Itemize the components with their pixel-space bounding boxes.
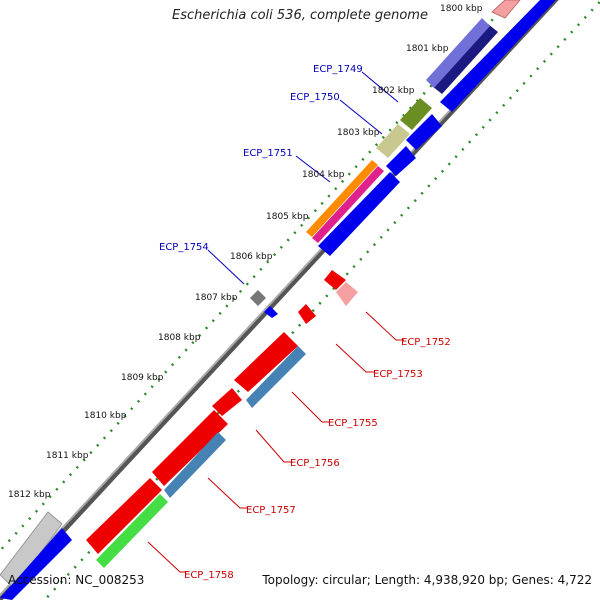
gene-label-ECP_1754: ECP_1754: [159, 242, 209, 253]
tick-label: 1811 kbp: [46, 451, 89, 461]
gene-feature-navy: [432, 24, 498, 94]
gene-label-ECP_1752: ECP_1752: [401, 337, 451, 348]
tick-label: 1809 kbp: [121, 373, 164, 383]
gene-reverse-1758-green: [96, 494, 168, 568]
gene-forward-4: [318, 172, 400, 256]
gene-feature-grey-small: [250, 290, 266, 306]
gene-reverse-1756-red: [212, 388, 242, 416]
gene-forward-5: [264, 306, 278, 318]
tick-label: 1812 kbp: [8, 490, 51, 500]
gene-feature-pink-top: [491, 0, 521, 19]
tick-label: 1800 kbp: [440, 4, 483, 14]
map-title: Escherichia coli 536, complete genome: [172, 8, 428, 23]
gene-feature-orange: [306, 160, 378, 237]
gene-forward-2: [406, 114, 442, 150]
gene-feature-olive: [400, 98, 432, 130]
gene-forward-3: [386, 146, 416, 176]
gene-forward-6: [0, 528, 72, 600]
gene-reverse-1752a: [324, 270, 346, 290]
gene-forward-1: [440, 0, 556, 112]
tick-label: 1810 kbp: [84, 411, 127, 421]
tick-label: 1804 kbp: [302, 170, 345, 180]
gene-feature-grey-large: [0, 511, 63, 589]
callout-ECP_1750: [339, 99, 383, 135]
callout-ECP_1751: [295, 155, 331, 183]
gene-reverse-1756-steel: [246, 346, 306, 408]
gene-reverse-1753: [298, 304, 316, 324]
tick-label: 1808 kbp: [158, 333, 201, 343]
tick-label: 1807 kbp: [195, 293, 238, 303]
callout-ECP_1749: [361, 71, 399, 103]
callout-ECP_1757: [207, 477, 248, 509]
gene-reverse-1755: [234, 332, 298, 392]
tick-label: 1801 kbp: [406, 44, 449, 54]
tick-label: 1806 kbp: [230, 252, 273, 262]
tick-label: 1803 kbp: [337, 128, 380, 138]
gene-feature-khaki: [376, 124, 410, 158]
gene-label-ECP_1753: ECP_1753: [373, 369, 423, 380]
callout-ECP_1752: [365, 311, 404, 341]
gene-reverse-1757: [152, 410, 228, 486]
gene-label-ECP_1756: ECP_1756: [290, 458, 340, 469]
gene-label-ECP_1749: ECP_1749: [313, 64, 363, 75]
callout-ECP_1755: [291, 391, 330, 423]
gene-label-ECP_1758: ECP_1758: [184, 570, 234, 581]
callout-ECP_1756: [255, 429, 292, 463]
tick-label: 1805 kbp: [266, 212, 309, 222]
gene-label-ECP_1750: ECP_1750: [290, 92, 340, 103]
callout-ECP_1753: [335, 343, 374, 373]
gene-label-ECP_1757: ECP_1757: [246, 505, 296, 516]
genome-info-text: Topology: circular; Length: 4,938,920 bp…: [262, 573, 592, 587]
tick-label: 1802 kbp: [372, 86, 415, 96]
gene-reverse-1757-steel: [164, 432, 226, 498]
accession-text: Accession: NC_008253: [8, 573, 145, 587]
callout-ECP_1758: [147, 541, 186, 573]
gene-label-ECP_1751: ECP_1751: [243, 148, 293, 159]
gene-feature-purple: [426, 18, 490, 88]
callout-ECP_1754: [207, 249, 245, 285]
gene-reverse-1758: [86, 478, 162, 554]
gene-reverse-1752b: [336, 282, 358, 306]
gene-feature-magenta: [312, 166, 384, 243]
gene-label-ECP_1755: ECP_1755: [328, 418, 378, 429]
